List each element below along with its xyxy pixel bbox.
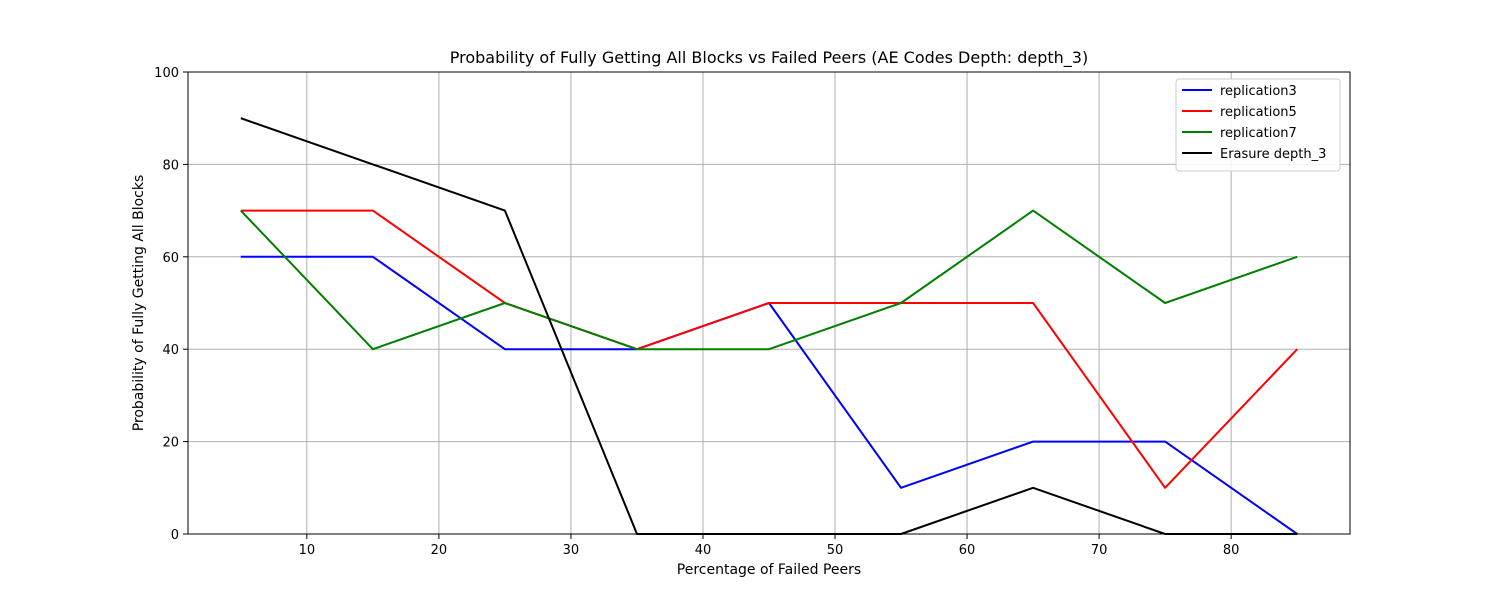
legend-label: Erasure depth_3 <box>1220 147 1326 162</box>
legend: replication3 replication5 replication7 Eras… <box>1175 78 1341 172</box>
x-tick-label: 30 <box>563 543 580 558</box>
y-tick-label: 20 <box>162 436 179 451</box>
series-lines <box>240 117 1298 535</box>
y-tick-label: 60 <box>162 251 179 266</box>
x-tick-label: 40 <box>695 543 712 558</box>
legend-label: replication5 <box>1220 105 1297 120</box>
x-tick-label: 60 <box>959 543 976 558</box>
y-tick-label: 0 <box>171 528 179 543</box>
y-tick-label: 80 <box>162 158 179 173</box>
series-line-replication5 <box>240 209 1298 489</box>
x-tick-label: 50 <box>827 543 844 558</box>
legend-label: replication7 <box>1220 126 1297 141</box>
series-line-replication7 <box>240 209 1298 351</box>
y-axis-label: Probability of Fully Getting All Blocks <box>131 175 147 432</box>
y-tick-label: 40 <box>162 343 179 358</box>
legend-frame <box>1175 78 1341 172</box>
x-axis-label: Percentage of Failed Peers <box>677 562 861 578</box>
x-tick-label: 80 <box>1223 543 1240 558</box>
x-tick-label: 10 <box>299 543 316 558</box>
y-tick-label: 100 <box>154 66 179 81</box>
legend-label: replication3 <box>1220 84 1297 99</box>
plot-area-frame <box>187 71 1351 535</box>
axis-ticks: 10 20 30 40 50 60 70 80 0 20 40 60 80 100 <box>154 66 1239 558</box>
chart-title: Probability of Fully Getting All Blocks … <box>450 48 1088 68</box>
series-line-erasure-depth-3 <box>240 117 1298 535</box>
x-tick-label: 20 <box>431 543 448 558</box>
series-line-replication3 <box>240 255 1298 535</box>
x-tick-label: 70 <box>1091 543 1108 558</box>
